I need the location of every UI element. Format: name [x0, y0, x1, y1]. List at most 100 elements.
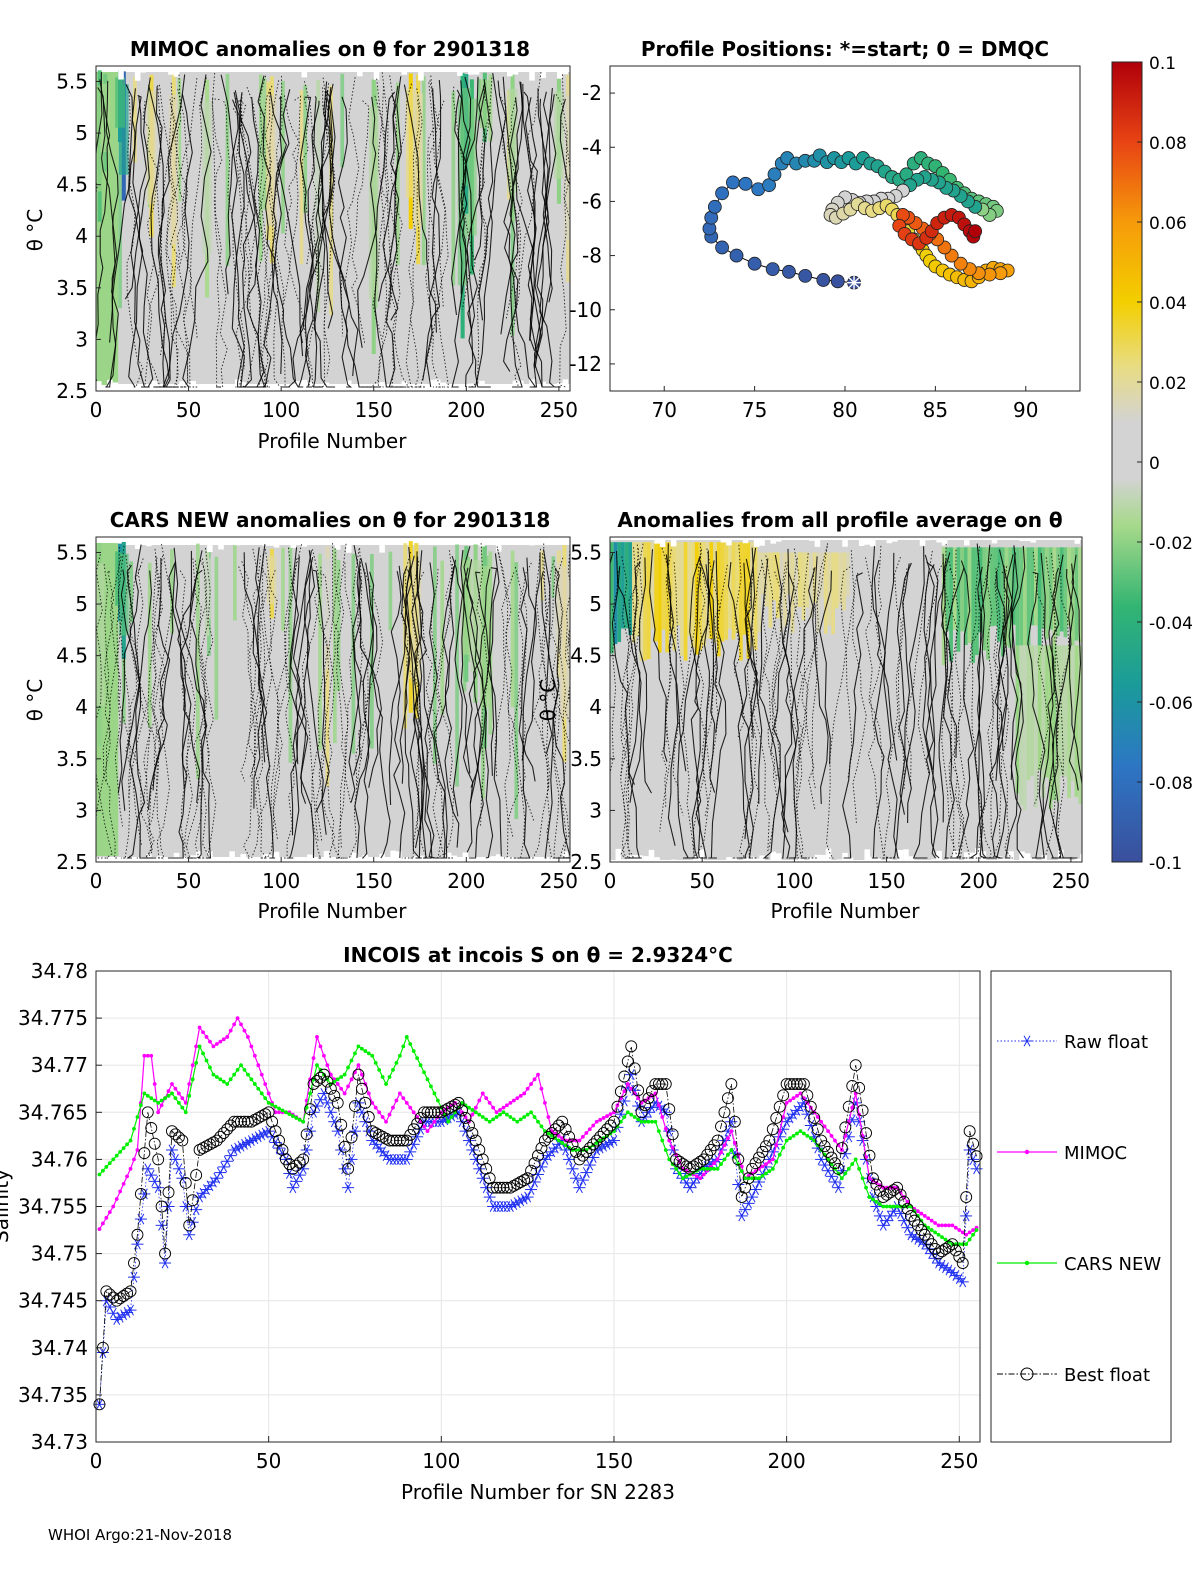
- mimoc-marker: [359, 1072, 364, 1077]
- cars-marker: [622, 1115, 627, 1119]
- cars-marker: [967, 1237, 972, 1242]
- anomaly-region: [764, 552, 769, 607]
- cars-contours: [96, 543, 570, 859]
- mimoc-marker: [480, 1091, 485, 1096]
- contour-positive: [456, 89, 463, 295]
- best-float-marker: [514, 1176, 527, 1188]
- data-gap: [726, 857, 732, 862]
- raw-float-marker: [832, 1182, 845, 1194]
- contour-negative: [452, 86, 476, 310]
- anomaly-column: [336, 559, 341, 692]
- data-gap: [407, 385, 413, 391]
- raw-float-marker: [535, 1161, 548, 1173]
- data-gap: [540, 381, 546, 391]
- raw-float-marker: [880, 1215, 893, 1227]
- anomaly-region: [639, 542, 644, 662]
- cars-marker: [187, 1093, 192, 1098]
- anomaly-region: [713, 542, 717, 643]
- raw-float-stroke: [472, 1153, 480, 1165]
- contour-negative: [541, 553, 568, 859]
- profile-position: [953, 256, 968, 271]
- raw-float-marker: [583, 1159, 596, 1171]
- data-gap: [107, 858, 113, 862]
- raw-float-marker: [469, 1153, 482, 1165]
- data-gap: [412, 856, 419, 862]
- best-float-marker: [659, 1078, 672, 1090]
- data-gap: [190, 537, 197, 540]
- best-float-marker: [166, 1125, 178, 1138]
- mimoc-marker: [449, 1103, 454, 1108]
- data-gap: [742, 537, 749, 544]
- mimoc-marker: [905, 1199, 910, 1204]
- cars-marker: [287, 1112, 292, 1117]
- best-float-marker: [728, 1115, 741, 1128]
- cars-marker: [860, 1176, 865, 1181]
- anomaly-region: [716, 542, 721, 657]
- contour-negative: [673, 562, 703, 859]
- anomaly-column: [118, 84, 129, 175]
- contour-positive: [106, 84, 134, 388]
- mimoc-marker: [387, 1112, 392, 1117]
- anomaly-column: [554, 91, 564, 179]
- cars-marker: [470, 1108, 475, 1112]
- mimoc-marker: [739, 1164, 744, 1169]
- incois-panel: 0 50 100 150 200 250 34.7334.73534.7434.74534…: [0, 943, 1172, 1504]
- mimoc-marker: [518, 1093, 523, 1098]
- cars-marker: [422, 1070, 426, 1075]
- mimoc-marker: [508, 1100, 513, 1105]
- y-tick-label: 34.755: [18, 1195, 88, 1219]
- mimoc-marker: [411, 1110, 416, 1115]
- colorbar-tick-label: -0.02: [1149, 534, 1193, 554]
- best-float-marker: [293, 1156, 306, 1169]
- data-gap: [179, 381, 185, 391]
- contour-positive: [665, 554, 679, 846]
- raw-float-stroke: [158, 1219, 166, 1231]
- cars-marker: [180, 1105, 185, 1110]
- data-gap: [775, 537, 782, 542]
- contour-positive: [1027, 571, 1061, 859]
- mimoc-marker: [104, 1215, 109, 1220]
- mimoc-marker: [325, 1063, 330, 1068]
- cars-marker: [701, 1166, 706, 1171]
- y-tick-label: 4: [589, 695, 602, 719]
- contour-positive: [337, 96, 353, 388]
- raw-float-marker: [131, 1238, 144, 1250]
- contour-positive: [502, 76, 523, 388]
- data-gap: [390, 850, 396, 862]
- best-float-marker: [141, 1106, 154, 1119]
- anomaly-column: [514, 562, 519, 820]
- anomaly-region: [1067, 645, 1071, 798]
- mimoc-marker: [145, 1053, 150, 1058]
- data-gap: [451, 855, 458, 862]
- anomaly-region: [1078, 547, 1082, 643]
- best-float-marker: [666, 1128, 679, 1141]
- data-gap: [301, 537, 308, 547]
- data-gap: [373, 384, 380, 391]
- best-float-marker: [162, 1186, 175, 1199]
- best-float-marker: [383, 1134, 396, 1147]
- cars-marker: [677, 1171, 682, 1176]
- contour-negative: [252, 80, 280, 388]
- best-float-marker: [811, 1123, 824, 1136]
- data-gap: [173, 852, 180, 862]
- data-gap: [357, 66, 363, 77]
- best-float-marker: [552, 1119, 565, 1132]
- best-float-marker: [594, 1130, 607, 1143]
- data-gap: [418, 66, 424, 81]
- best-float-marker: [721, 1092, 734, 1105]
- anomaly-region: [783, 552, 787, 626]
- data-gap: [334, 857, 341, 862]
- anomaly-region: [964, 547, 968, 645]
- mimoc-marker: [176, 1091, 181, 1096]
- data-gap: [748, 856, 754, 862]
- mimoc-marker: [777, 1129, 782, 1134]
- mimoc-marker: [936, 1223, 941, 1228]
- profile-position: [830, 274, 845, 289]
- contour-negative: [882, 556, 902, 859]
- cars-marker: [332, 1079, 337, 1084]
- data-gap: [1074, 858, 1081, 862]
- mimoc-marker: [342, 1091, 347, 1096]
- best-float-marker: [970, 1150, 983, 1163]
- best-float-marker: [221, 1123, 234, 1136]
- contour-negative: [127, 558, 144, 812]
